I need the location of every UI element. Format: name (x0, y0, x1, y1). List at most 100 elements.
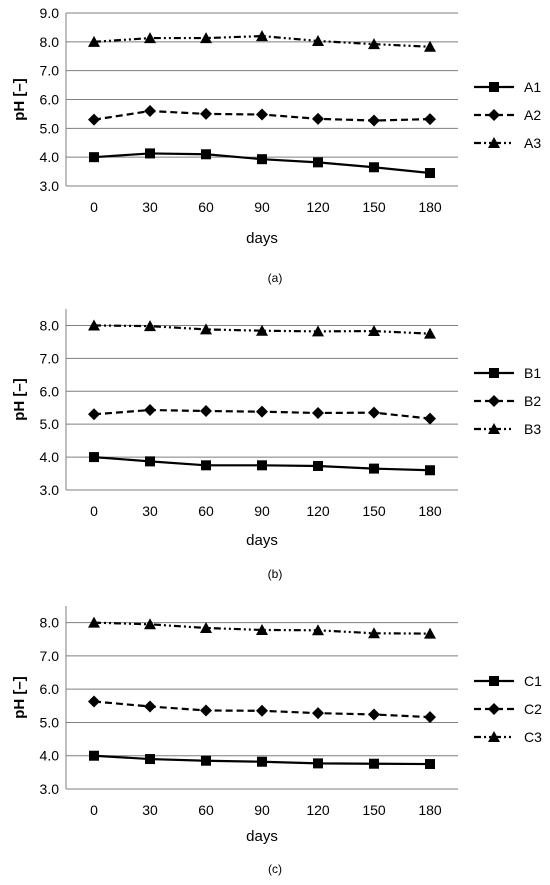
x-tick-label: 0 (90, 503, 98, 519)
legend-label-b3: B3 (524, 421, 541, 437)
legend-marker-b1 (489, 368, 499, 378)
data-point-a3 (88, 35, 100, 47)
data-point-b2 (88, 408, 100, 421)
y-tick-label: 3.0 (40, 482, 60, 498)
x-tick-label: 0 (90, 802, 98, 818)
data-point-c1 (257, 756, 267, 767)
legend-label-c3: C3 (524, 729, 542, 745)
data-point-b1 (369, 463, 379, 474)
x-tick-label: 180 (418, 199, 442, 215)
data-point-b2 (200, 405, 212, 418)
x-tick-label: 150 (362, 503, 386, 519)
legend-label-a3: A3 (524, 135, 541, 151)
data-point-c2 (256, 704, 268, 717)
data-point-a1 (313, 157, 323, 168)
x-tick-label: 150 (362, 802, 386, 818)
y-tick-label: 6.0 (40, 383, 60, 399)
legend-label-b1: B1 (524, 365, 541, 381)
x-tick-label: 60 (198, 199, 214, 215)
legend-label-a1: A1 (524, 79, 541, 95)
x-tick-label: 90 (254, 503, 270, 519)
data-point-a2 (312, 112, 324, 125)
data-point-c2 (200, 704, 212, 717)
legend-marker-c3 (488, 731, 500, 742)
data-point-b3 (144, 320, 156, 332)
y-axis-title: pH [–] (11, 78, 28, 121)
data-point-a2 (368, 114, 380, 127)
chart-2: 3.0 4.0 5.0 6.0 7.0 8.0 0 30 60 90 120 150 180 days pH… (11, 309, 541, 581)
x-tick-label: 150 (362, 199, 386, 215)
data-point-a3 (424, 40, 436, 52)
data-point-c3 (200, 621, 212, 633)
data-point-c3 (424, 627, 436, 639)
data-point-c2 (144, 700, 156, 713)
y-tick-label: 4.0 (40, 449, 60, 465)
data-point-c2 (368, 708, 380, 721)
data-point-b3 (312, 325, 324, 337)
legend-label-a2: A2 (524, 107, 541, 123)
data-point-b1 (313, 460, 323, 471)
legend-label-c1: C1 (524, 673, 542, 689)
x-tick-label: 30 (142, 199, 158, 215)
x-tick-label: 180 (418, 802, 442, 818)
data-point-c3 (368, 627, 380, 639)
x-axis-title: days (246, 230, 278, 247)
data-point-a1 (89, 152, 99, 163)
data-point-a1 (257, 154, 267, 165)
data-point-a2 (88, 113, 100, 126)
data-point-a1 (201, 149, 211, 160)
x-tick-label: 120 (306, 802, 330, 818)
figure-caption: (b) (268, 567, 283, 581)
data-point-b2 (368, 406, 380, 419)
data-point-c1 (201, 755, 211, 766)
data-point-c2 (424, 711, 436, 724)
data-point-b3 (88, 319, 100, 331)
data-point-c1 (313, 758, 323, 769)
legend-marker-b2 (488, 395, 500, 407)
data-point-a1 (369, 162, 379, 173)
data-point-b1 (425, 465, 435, 476)
data-point-b3 (256, 324, 268, 336)
legend-marker-a3 (488, 137, 500, 148)
y-tick-label: 7.0 (40, 63, 60, 79)
data-point-a3 (256, 30, 268, 42)
y-tick-label: 5.0 (40, 120, 60, 136)
legend-label-c2: C2 (524, 701, 542, 717)
data-point-c2 (88, 695, 100, 708)
x-tick-label: 30 (142, 503, 158, 519)
chart-1: 3.0 4.0 5.0 6.0 7.0 8.0 9.0 0 30 60 90 120 150 180 day… (11, 5, 541, 285)
data-point-c3 (256, 623, 268, 635)
data-point-a3 (312, 34, 324, 46)
data-point-c1 (425, 759, 435, 770)
data-point-b1 (201, 460, 211, 471)
data-point-a2 (144, 105, 156, 118)
chart-3: 3.0 4.0 5.0 6.0 7.0 8.0 0 30 60 90 120 150 180 days pH… (11, 606, 542, 876)
x-tick-label: 90 (254, 802, 270, 818)
data-point-b2 (144, 404, 156, 417)
data-point-c1 (145, 754, 155, 765)
data-point-b3 (424, 327, 436, 339)
data-point-c3 (88, 616, 100, 628)
data-point-c3 (144, 618, 156, 630)
y-tick-label: 4.0 (40, 748, 60, 764)
data-point-a1 (145, 148, 155, 159)
x-tick-label: 180 (418, 503, 442, 519)
data-point-a3 (200, 32, 212, 44)
y-axis-title: pH [–] (11, 676, 28, 719)
data-point-b3 (368, 325, 380, 337)
legend-marker-b3 (488, 423, 500, 434)
data-point-c3 (312, 624, 324, 636)
legend-label-b2: B2 (524, 393, 541, 409)
data-point-c2 (312, 707, 324, 720)
figure-caption: (a) (268, 271, 283, 285)
legend-marker-c1 (489, 676, 499, 686)
legend-marker-a2 (488, 109, 500, 121)
data-point-c1 (369, 758, 379, 769)
y-tick-label: 6.0 (40, 92, 60, 108)
y-tick-label: 7.0 (40, 648, 60, 664)
x-tick-label: 30 (142, 802, 158, 818)
data-point-b2 (312, 406, 324, 419)
x-tick-label: 60 (198, 503, 214, 519)
legend-marker-a1 (489, 82, 499, 92)
y-tick-label: 7.0 (40, 350, 60, 366)
